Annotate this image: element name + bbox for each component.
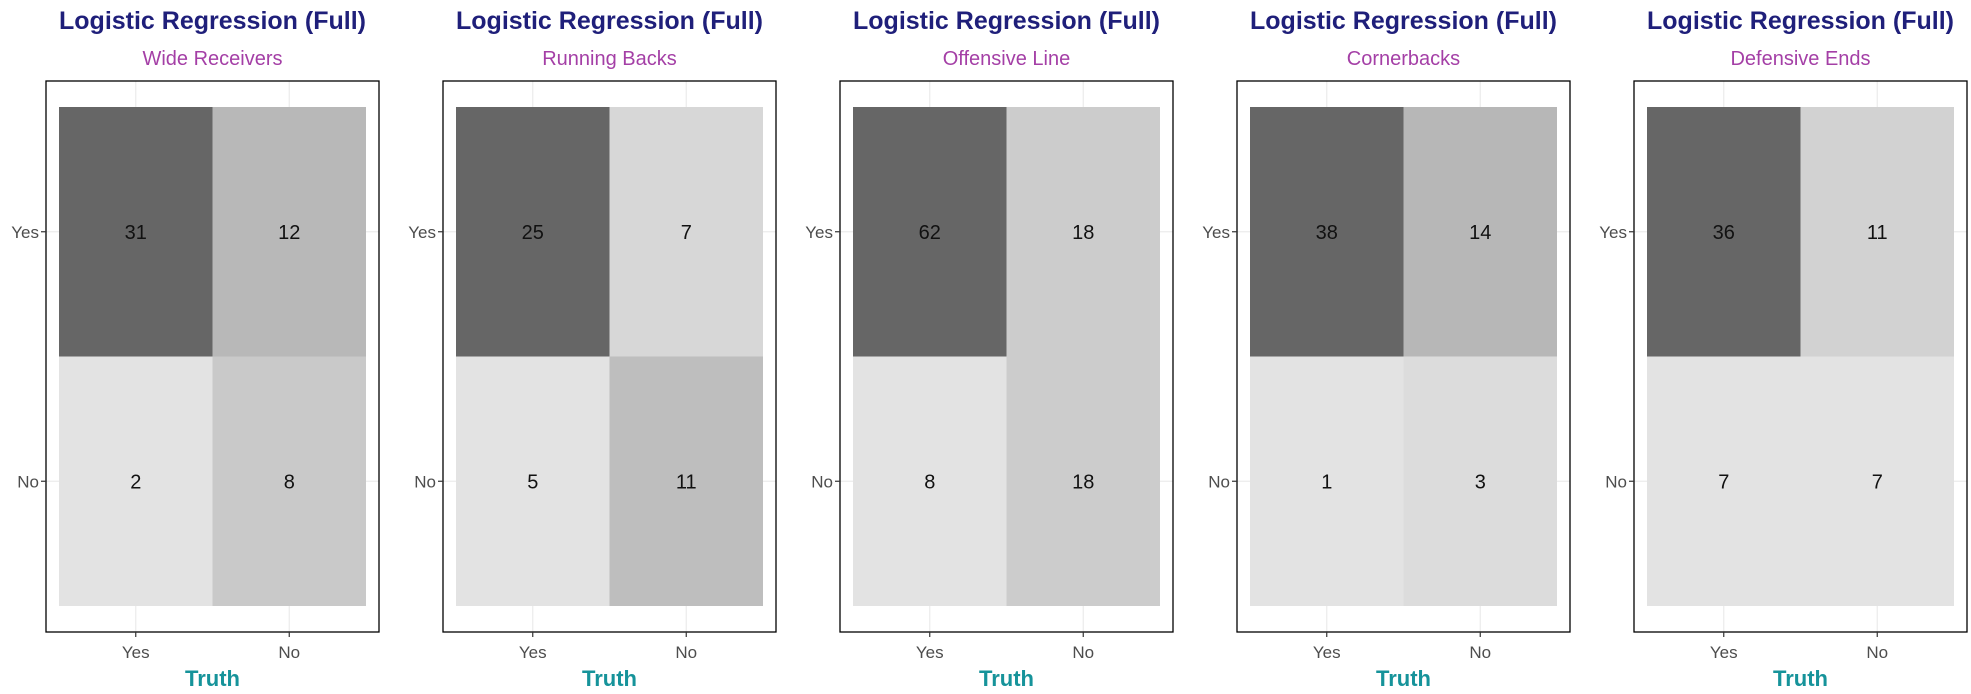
y-tick-label: Yes	[1202, 223, 1230, 242]
y-tick-label: Yes	[408, 223, 436, 242]
heatmap-cell	[59, 356, 213, 606]
cell-value-label: 8	[924, 471, 935, 493]
heatmap-cell	[609, 107, 763, 357]
heatmap-cell	[853, 107, 1007, 357]
chart-subtitle: Defensive Ends	[1730, 48, 1870, 70]
x-tick-label: No	[278, 643, 300, 662]
cell-value-label: 7	[1718, 471, 1729, 493]
y-tick-label: No	[1605, 472, 1627, 491]
x-tick-label: No	[1469, 643, 1491, 662]
x-tick-label: Yes	[1710, 643, 1738, 662]
chart-title: Logistic Regression (Full)	[1647, 7, 1954, 35]
cell-value-label: 7	[1872, 471, 1883, 493]
y-tick-label: No	[414, 472, 436, 491]
chart-title: Logistic Regression (Full)	[59, 7, 366, 35]
chart-title: Logistic Regression (Full)	[853, 7, 1160, 35]
cell-value-label: 12	[278, 222, 300, 244]
panel-border	[45, 80, 380, 633]
chart-panel-2: Logistic Regression (Full) Running Backs 2…	[408, 7, 777, 691]
cell-value-label: 8	[284, 471, 295, 493]
cell-value-label: 7	[681, 222, 692, 244]
cell-value-label: 31	[125, 222, 147, 244]
x-tick-label: No	[1072, 643, 1094, 662]
cell-value-label: 5	[527, 471, 538, 493]
cell-value-label: 18	[1072, 471, 1094, 493]
heatmap-cell	[1800, 356, 1954, 606]
chart-panel-1: Logistic Regression (Full) Wide Receivers…	[11, 7, 380, 691]
x-tick-label: Yes	[519, 643, 547, 662]
cell-value-label: 14	[1469, 222, 1491, 244]
x-axis-title: Truth	[1376, 666, 1431, 691]
cell-value-label: 25	[522, 222, 544, 244]
chart-panel-4: Logistic Regression (Full) Cornerbacks 38 1…	[1202, 7, 1571, 691]
heatmap-cell	[1647, 356, 1801, 606]
x-tick-label: Yes	[1313, 643, 1341, 662]
cell-value-label: 11	[676, 471, 697, 493]
cell-value-label: 38	[1316, 222, 1338, 244]
chart-subtitle: Offensive Line	[943, 48, 1071, 70]
cell-value-label: 18	[1072, 222, 1094, 244]
y-tick-label: Yes	[11, 223, 39, 242]
cell-value-label: 3	[1475, 471, 1486, 493]
cell-value-label: 36	[1713, 222, 1735, 244]
panel-border	[442, 80, 777, 633]
x-tick-label: No	[675, 643, 697, 662]
x-axis-title: Truth	[582, 666, 637, 691]
y-tick-label: Yes	[1599, 223, 1627, 242]
heatmap-cell	[1250, 107, 1404, 357]
heatmap-cell	[456, 107, 610, 357]
panel-border	[1236, 80, 1571, 633]
x-axis-title: Truth	[979, 666, 1034, 691]
heatmap-cell	[853, 356, 1007, 606]
y-tick-label: No	[17, 472, 39, 491]
y-tick-label: No	[1208, 472, 1230, 491]
chart-panel-3: Logistic Regression (Full) Offensive Line…	[805, 7, 1174, 691]
heatmap-cell	[212, 107, 366, 357]
chart-subtitle: Running Backs	[542, 48, 677, 70]
x-axis-title: Truth	[185, 666, 240, 691]
heatmap-cell	[59, 107, 213, 357]
heatmap-cell	[609, 356, 763, 606]
heatmap-cell	[1250, 356, 1404, 606]
chart-subtitle: Cornerbacks	[1347, 48, 1460, 70]
heatmap-cell	[1647, 107, 1801, 357]
heatmap-cell	[1800, 107, 1954, 357]
chart-subtitle: Wide Receivers	[142, 48, 282, 70]
x-axis-title: Truth	[1773, 666, 1828, 691]
cell-value-label: 11	[1867, 222, 1888, 244]
heatmap-cell	[456, 356, 610, 606]
heatmap-cell	[1403, 356, 1557, 606]
panel-border	[1633, 80, 1968, 633]
y-tick-label: Yes	[805, 223, 833, 242]
x-tick-label: Yes	[916, 643, 944, 662]
cell-value-label: 62	[919, 222, 941, 244]
chart-title: Logistic Regression (Full)	[456, 7, 763, 35]
y-tick-label: No	[811, 472, 833, 491]
panel-border	[839, 80, 1174, 633]
chart-panel-5: Logistic Regression (Full) Defensive Ends…	[1599, 7, 1968, 691]
cell-value-label: 1	[1321, 471, 1332, 493]
heatmap-cell	[212, 356, 366, 606]
chart-title: Logistic Regression (Full)	[1250, 7, 1557, 35]
x-tick-label: No	[1866, 643, 1888, 662]
heatmap-cell	[1403, 107, 1557, 357]
cell-value-label: 2	[130, 471, 141, 493]
heatmap-cell	[1006, 107, 1160, 357]
x-tick-label: Yes	[122, 643, 150, 662]
heatmap-cell	[1006, 356, 1160, 606]
